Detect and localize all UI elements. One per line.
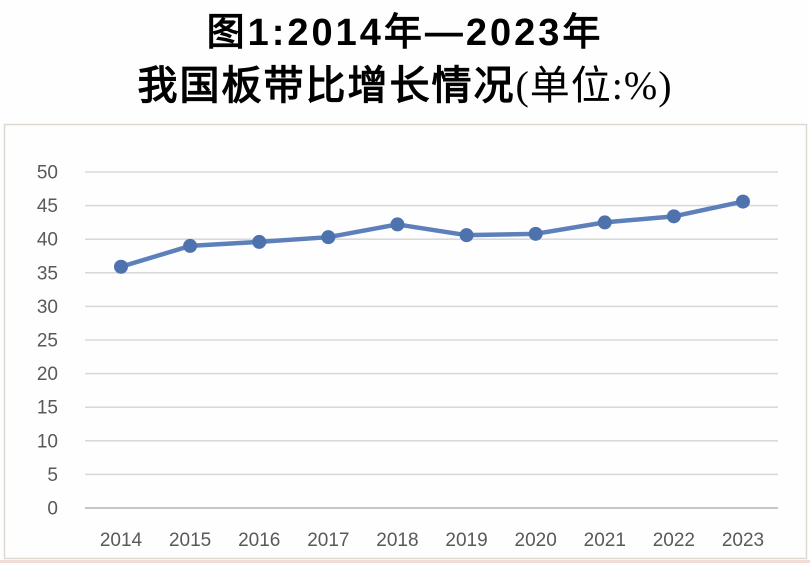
x-tick-label: 2022 (653, 530, 695, 551)
y-tick-label: 35 (37, 263, 58, 284)
x-tick-label: 2023 (722, 530, 764, 551)
y-tick-label: 15 (37, 398, 58, 419)
x-tick-label: 2017 (307, 530, 349, 551)
chart-title-line2-text: 我国板带比增长情况 (137, 64, 516, 108)
x-tick-label: 2020 (515, 530, 557, 551)
y-tick-label: 30 (37, 297, 58, 318)
x-tick-label: 2021 (584, 530, 626, 551)
data-point (528, 226, 543, 241)
y-tick-label: 10 (37, 431, 58, 452)
x-tick-label: 2019 (445, 530, 487, 551)
chart-frame (3, 123, 808, 560)
chart-title-unit-label: (单位:%) (515, 63, 673, 108)
data-point (666, 209, 681, 224)
chart-title: 图1:2014年—2023年 我国板带比增长情况(单位:%) (0, 10, 810, 110)
x-tick-label: 2014 (100, 530, 143, 551)
series-line (118, 199, 746, 270)
y-tick-label: 20 (37, 364, 58, 385)
data-point (252, 234, 267, 249)
x-tick-label: 2016 (238, 530, 280, 551)
data-point (183, 238, 198, 253)
data-point (321, 230, 336, 245)
y-tick-label: 5 (47, 465, 58, 486)
x-tick-label: 2018 (376, 530, 418, 551)
data-point (114, 259, 128, 274)
data-point (390, 217, 405, 232)
data-point (597, 215, 612, 230)
y-tick-label: 45 (37, 196, 58, 217)
data-point (459, 228, 474, 243)
y-tick-label: 25 (37, 331, 58, 352)
y-tick-label: 50 (37, 163, 58, 184)
y-tick-label: 40 (37, 230, 58, 251)
y-tick-label: 0 (47, 499, 58, 520)
chart-title-line1: 图1:2014年—2023年 (206, 12, 604, 54)
chart-title-line2: 我国板带比增长情况(单位:%) (0, 62, 810, 110)
x-tick-label: 2015 (169, 530, 211, 551)
data-point (735, 194, 750, 209)
